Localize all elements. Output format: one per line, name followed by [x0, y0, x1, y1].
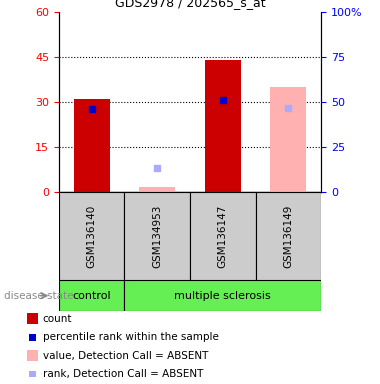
Bar — [59, 192, 124, 280]
Bar — [124, 192, 190, 280]
Text: GSM134953: GSM134953 — [152, 204, 162, 268]
Bar — [124, 280, 321, 311]
Bar — [74, 99, 110, 192]
Title: GDS2978 / 202565_s_at: GDS2978 / 202565_s_at — [115, 0, 265, 9]
Bar — [255, 192, 321, 280]
Text: control: control — [72, 291, 111, 301]
Text: value, Detection Call = ABSENT: value, Detection Call = ABSENT — [43, 351, 208, 361]
Text: multiple sclerosis: multiple sclerosis — [174, 291, 271, 301]
Text: GSM136140: GSM136140 — [87, 205, 97, 268]
Bar — [59, 280, 124, 311]
Text: percentile rank within the sample: percentile rank within the sample — [43, 332, 218, 342]
Bar — [205, 60, 241, 192]
Bar — [139, 187, 175, 192]
Text: rank, Detection Call = ABSENT: rank, Detection Call = ABSENT — [43, 369, 203, 379]
Text: disease state: disease state — [4, 291, 73, 301]
Text: GSM136149: GSM136149 — [283, 204, 293, 268]
Text: GSM136147: GSM136147 — [218, 204, 228, 268]
Text: count: count — [43, 314, 72, 324]
Bar — [270, 87, 306, 192]
Bar — [190, 192, 255, 280]
